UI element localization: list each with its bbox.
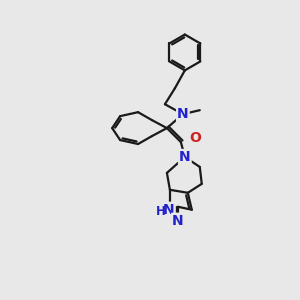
Text: N: N	[172, 214, 184, 228]
Text: H: H	[156, 205, 166, 218]
Text: N: N	[163, 203, 175, 217]
Text: O: O	[189, 131, 201, 145]
Text: N: N	[179, 150, 191, 164]
Text: N: N	[177, 107, 189, 121]
